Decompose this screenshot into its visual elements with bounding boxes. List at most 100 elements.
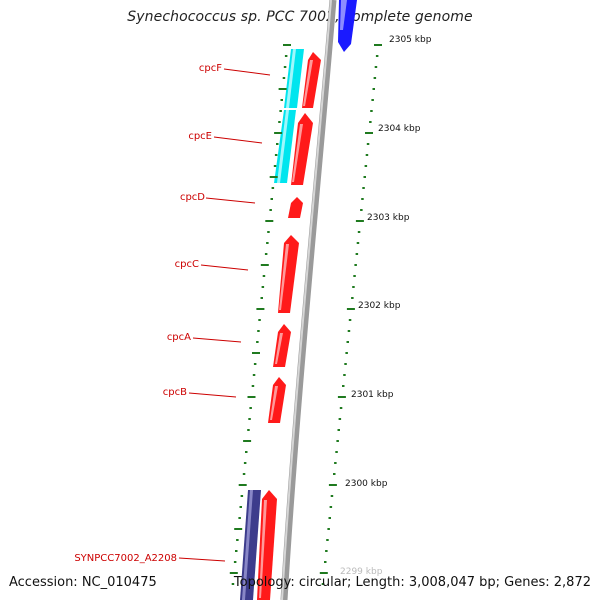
inner-minor-tick: [245, 451, 248, 453]
inner-minor-tick: [253, 363, 257, 365]
gene-labels: cpcF cpcE cpcD cpcC cpcA cpcB SYNPCC7002…: [74, 63, 222, 564]
outer-minor-tick: [361, 198, 364, 200]
outer-minor-tick: [355, 253, 359, 255]
inner-minor-tick: [243, 462, 247, 464]
gene-label-lines: [178, 68, 271, 562]
outer-minor-tick: [347, 330, 351, 332]
outer-minor-tick: [343, 374, 346, 376]
outer-minor-tick: [325, 550, 328, 552]
inner-minor-tick: [240, 495, 244, 497]
inner-minor-tick: [276, 143, 279, 145]
genome-backbone: [280, 0, 337, 600]
outer-minor-tick: [326, 539, 329, 541]
outer-minor-tick: [364, 165, 368, 167]
outer-minor-tick: [330, 495, 334, 497]
cds-band-cpcF: [284, 49, 304, 108]
inner-minor-tick: [274, 154, 278, 156]
outer-minor-tick: [363, 176, 366, 178]
inner-minor-tick: [247, 429, 250, 431]
outer-minor-tick: [362, 187, 365, 189]
outer-minor-tick: [366, 143, 370, 145]
inner-major-tick: [283, 44, 291, 46]
outer-minor-tick: [348, 319, 352, 321]
outer-minor-tick: [373, 77, 377, 79]
gene-arrow-cpcA: [273, 324, 291, 367]
inner-minor-tick: [239, 506, 242, 508]
genome-backbone-highlight: [281, 0, 332, 600]
inner-minor-tick: [267, 231, 270, 233]
inner-minor-tick: [249, 407, 252, 409]
outer-minor-tick: [346, 341, 349, 343]
outer-major-tick: [319, 572, 328, 574]
outer-minor-tick: [329, 506, 333, 508]
scale-label-2302: 2302 kbp: [358, 301, 401, 311]
outer-minor-tick: [337, 429, 340, 431]
inner-tick-track: [229, 44, 291, 585]
inner-minor-tick: [284, 55, 288, 57]
inner-minor-tick: [235, 550, 238, 552]
gene-label-cpcA: cpcA: [167, 332, 191, 343]
outer-minor-tick: [339, 407, 343, 409]
accession-text: Accession: NC_010475: [9, 575, 157, 590]
genome-summary-text: Topology: circular; Length: 3,008,047 bp…: [233, 575, 591, 590]
inner-minor-tick: [248, 418, 251, 420]
outer-minor-tick: [353, 275, 356, 277]
inner-major-tick: [256, 308, 265, 310]
scale-label-2303: 2303 kbp: [367, 213, 410, 223]
inner-minor-tick: [264, 253, 268, 255]
inner-minor-tick: [231, 583, 235, 585]
inner-major-tick: [265, 220, 274, 222]
inner-minor-tick: [278, 121, 281, 123]
outer-minor-tick: [338, 418, 342, 420]
outer-minor-tick: [354, 264, 357, 266]
scale-label-2305: 2305 kbp: [389, 35, 432, 45]
gene-label-cpcB: cpcB: [163, 387, 187, 398]
outer-major-tick: [337, 396, 346, 398]
inner-minor-tick: [252, 374, 256, 376]
map-title: Synechococcus sp. PCC 7002, complete gen…: [127, 9, 473, 25]
scale-labels: 2305 kbp 2304 kbp 2303 kbp 2302 kbp 2301…: [340, 35, 432, 577]
outer-minor-tick: [327, 528, 330, 530]
outer-major-tick: [346, 308, 355, 310]
outer-minor-tick: [321, 583, 325, 585]
inner-minor-tick: [282, 77, 286, 79]
outer-major-tick: [365, 132, 373, 134]
inner-minor-tick: [270, 198, 273, 200]
scale-label-2299: 2299 kbp: [340, 567, 383, 577]
inner-minor-tick: [266, 242, 269, 244]
outer-minor-tick: [357, 231, 361, 233]
outer-minor-tick: [336, 440, 339, 442]
inner-minor-tick: [233, 561, 237, 563]
inner-minor-tick: [271, 187, 275, 189]
inner-minor-tick: [256, 341, 259, 343]
inner-major-tick: [260, 264, 269, 266]
blue-gene-feature: [338, 0, 357, 52]
inner-major-tick: [229, 572, 238, 574]
outer-minor-tick: [360, 209, 363, 211]
outer-minor-tick: [370, 110, 373, 112]
outer-major-tick: [355, 220, 364, 222]
inner-minor-tick: [280, 99, 283, 101]
outer-minor-tick: [328, 517, 331, 519]
inner-minor-tick: [273, 165, 277, 167]
scale-label-2301: 2301 kbp: [351, 390, 394, 400]
inner-minor-tick: [236, 539, 239, 541]
gene-arrow-cpcC: [278, 235, 299, 313]
scale-label-2304: 2304 kbp: [378, 124, 421, 134]
inner-major-tick: [252, 352, 260, 354]
gene-arrow-cpcB: [268, 377, 286, 423]
inner-major-tick: [234, 528, 243, 530]
outer-minor-tick: [342, 385, 345, 387]
inner-major-tick: [269, 176, 278, 178]
outer-minor-tick: [372, 88, 375, 90]
inner-minor-tick: [283, 66, 287, 68]
inner-minor-tick: [242, 473, 246, 475]
inner-minor-tick: [260, 297, 263, 299]
outer-minor-tick: [324, 561, 327, 563]
outer-minor-tick: [345, 352, 348, 354]
inner-minor-tick: [279, 110, 282, 112]
outer-minor-tick: [375, 55, 379, 57]
scale-label-2300: 2300 kbp: [345, 479, 388, 489]
inner-minor-tick: [262, 275, 266, 277]
